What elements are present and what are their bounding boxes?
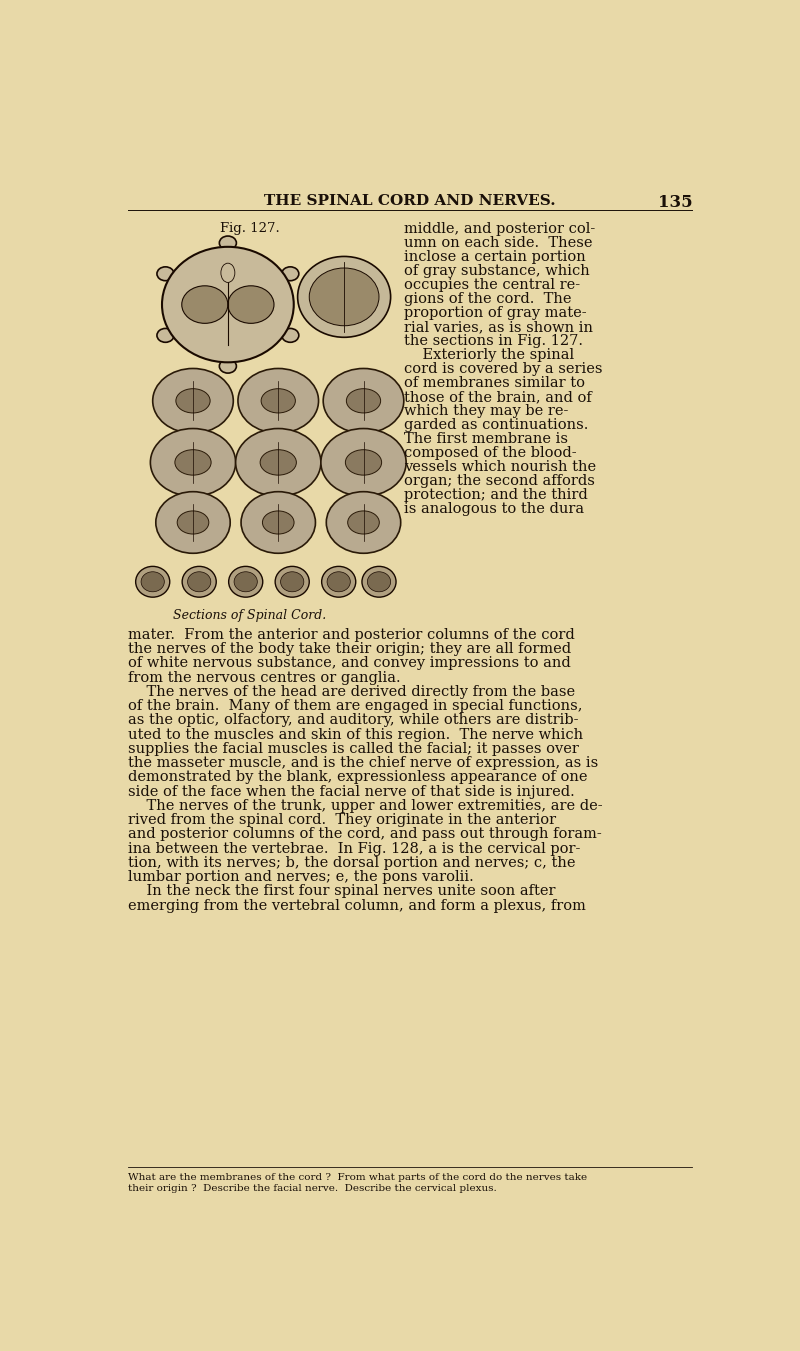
Text: umn on each side.  These: umn on each side. These bbox=[404, 236, 592, 250]
Ellipse shape bbox=[157, 267, 174, 281]
Text: uted to the muscles and skin of this region.  The nerve which: uted to the muscles and skin of this reg… bbox=[128, 728, 583, 742]
Ellipse shape bbox=[362, 566, 396, 597]
Ellipse shape bbox=[162, 247, 294, 362]
Ellipse shape bbox=[321, 428, 406, 496]
Text: rial varies, as is shown in: rial varies, as is shown in bbox=[404, 320, 593, 334]
Text: 135: 135 bbox=[658, 195, 693, 212]
Ellipse shape bbox=[136, 566, 170, 597]
Text: The nerves of the head are derived directly from the base: The nerves of the head are derived direc… bbox=[128, 685, 575, 698]
Ellipse shape bbox=[219, 236, 237, 250]
Ellipse shape bbox=[221, 263, 235, 282]
Ellipse shape bbox=[281, 571, 304, 592]
Text: emerging from the vertebral column, and form a plexus, from: emerging from the vertebral column, and … bbox=[128, 898, 586, 913]
Text: middle, and posterior col-: middle, and posterior col- bbox=[404, 222, 595, 236]
Ellipse shape bbox=[219, 359, 237, 373]
Text: the nerves of the body take their origin; they are all formed: the nerves of the body take their origin… bbox=[128, 642, 571, 657]
Text: those of the brain, and of: those of the brain, and of bbox=[404, 390, 591, 404]
Text: The nerves of the trunk, upper and lower extremities, are de-: The nerves of the trunk, upper and lower… bbox=[128, 798, 602, 813]
Ellipse shape bbox=[187, 571, 211, 592]
Text: of the brain.  Many of them are engaged in special functions,: of the brain. Many of them are engaged i… bbox=[128, 700, 582, 713]
Text: gions of the cord.  The: gions of the cord. The bbox=[404, 292, 571, 307]
Ellipse shape bbox=[326, 492, 401, 554]
Ellipse shape bbox=[348, 511, 379, 534]
Ellipse shape bbox=[175, 450, 211, 476]
Text: from the nervous centres or ganglia.: from the nervous centres or ganglia. bbox=[128, 670, 401, 685]
Text: ina between the vertebrae.  In Fig. 128, a is the cervical por-: ina between the vertebrae. In Fig. 128, … bbox=[128, 842, 580, 855]
Ellipse shape bbox=[260, 450, 296, 476]
Text: lumbar portion and nerves; e, the pons varolii.: lumbar portion and nerves; e, the pons v… bbox=[128, 870, 474, 884]
Text: of gray substance, which: of gray substance, which bbox=[404, 265, 590, 278]
Ellipse shape bbox=[238, 369, 318, 434]
Text: The first membrane is: The first membrane is bbox=[404, 432, 568, 446]
Text: which they may be re-: which they may be re- bbox=[404, 404, 568, 419]
Ellipse shape bbox=[367, 571, 390, 592]
Ellipse shape bbox=[346, 389, 381, 413]
Text: protection; and the third: protection; and the third bbox=[404, 489, 587, 503]
Text: Fig. 127.: Fig. 127. bbox=[220, 222, 279, 235]
Ellipse shape bbox=[234, 571, 258, 592]
Text: inclose a certain portion: inclose a certain portion bbox=[404, 250, 586, 265]
Ellipse shape bbox=[275, 566, 310, 597]
Ellipse shape bbox=[156, 492, 230, 554]
Text: vessels which nourish the: vessels which nourish the bbox=[404, 461, 596, 474]
Text: tion, with its nerves; b, the dorsal portion and nerves; c, the: tion, with its nerves; b, the dorsal por… bbox=[128, 857, 575, 870]
Text: Exteriorly the spinal: Exteriorly the spinal bbox=[404, 349, 574, 362]
Ellipse shape bbox=[176, 389, 210, 413]
Ellipse shape bbox=[157, 328, 174, 342]
Text: composed of the blood-: composed of the blood- bbox=[404, 446, 577, 461]
Ellipse shape bbox=[261, 389, 295, 413]
Text: cord is covered by a series: cord is covered by a series bbox=[404, 362, 602, 377]
Ellipse shape bbox=[298, 257, 390, 338]
Text: rived from the spinal cord.  They originate in the anterior: rived from the spinal cord. They origina… bbox=[128, 813, 556, 827]
Text: their origin ?  Describe the facial nerve.  Describe the cervical plexus.: their origin ? Describe the facial nerve… bbox=[128, 1183, 497, 1193]
Ellipse shape bbox=[327, 571, 350, 592]
Ellipse shape bbox=[150, 428, 236, 496]
Text: garded as continuations.: garded as continuations. bbox=[404, 419, 588, 432]
Ellipse shape bbox=[229, 566, 262, 597]
Ellipse shape bbox=[262, 511, 294, 534]
Text: organ; the second affords: organ; the second affords bbox=[404, 474, 594, 489]
Text: side of the face when the facial nerve of that side is injured.: side of the face when the facial nerve o… bbox=[128, 785, 574, 798]
Text: the masseter muscle, and is the chief nerve of expression, as is: the masseter muscle, and is the chief ne… bbox=[128, 757, 598, 770]
Ellipse shape bbox=[177, 511, 209, 534]
Text: supplies the facial muscles is called the facial; it passes over: supplies the facial muscles is called th… bbox=[128, 742, 578, 757]
Text: What are the membranes of the cord ?  From what parts of the cord do the nerves : What are the membranes of the cord ? Fro… bbox=[128, 1173, 587, 1182]
Text: proportion of gray mate-: proportion of gray mate- bbox=[404, 307, 586, 320]
Ellipse shape bbox=[282, 328, 299, 342]
Ellipse shape bbox=[236, 428, 321, 496]
Text: THE SPINAL CORD AND NERVES.: THE SPINAL CORD AND NERVES. bbox=[264, 195, 556, 208]
Text: of membranes similar to: of membranes similar to bbox=[404, 377, 585, 390]
Ellipse shape bbox=[323, 369, 404, 434]
Text: as the optic, olfactory, and auditory, while others are distrib-: as the optic, olfactory, and auditory, w… bbox=[128, 713, 578, 727]
Ellipse shape bbox=[241, 492, 315, 554]
Text: is analogous to the dura: is analogous to the dura bbox=[404, 503, 584, 516]
Ellipse shape bbox=[228, 286, 274, 323]
Text: Sections of Spinal Cord.: Sections of Spinal Cord. bbox=[173, 609, 326, 621]
Ellipse shape bbox=[322, 566, 356, 597]
Text: the sections in Fig. 127.: the sections in Fig. 127. bbox=[404, 334, 582, 349]
Ellipse shape bbox=[346, 450, 382, 476]
Text: and posterior columns of the cord, and pass out through foram-: and posterior columns of the cord, and p… bbox=[128, 827, 602, 842]
Ellipse shape bbox=[282, 267, 299, 281]
Ellipse shape bbox=[141, 571, 164, 592]
Ellipse shape bbox=[182, 286, 228, 323]
Text: occupies the central re-: occupies the central re- bbox=[404, 278, 580, 292]
Text: of white nervous substance, and convey impressions to and: of white nervous substance, and convey i… bbox=[128, 657, 570, 670]
Ellipse shape bbox=[310, 267, 379, 326]
Ellipse shape bbox=[182, 566, 216, 597]
Text: mater.  From the anterior and posterior columns of the cord: mater. From the anterior and posterior c… bbox=[128, 628, 574, 642]
Text: demonstrated by the blank, expressionless appearance of one: demonstrated by the blank, expressionles… bbox=[128, 770, 587, 785]
Text: In the neck the first four spinal nerves unite soon after: In the neck the first four spinal nerves… bbox=[128, 885, 555, 898]
Ellipse shape bbox=[153, 369, 234, 434]
